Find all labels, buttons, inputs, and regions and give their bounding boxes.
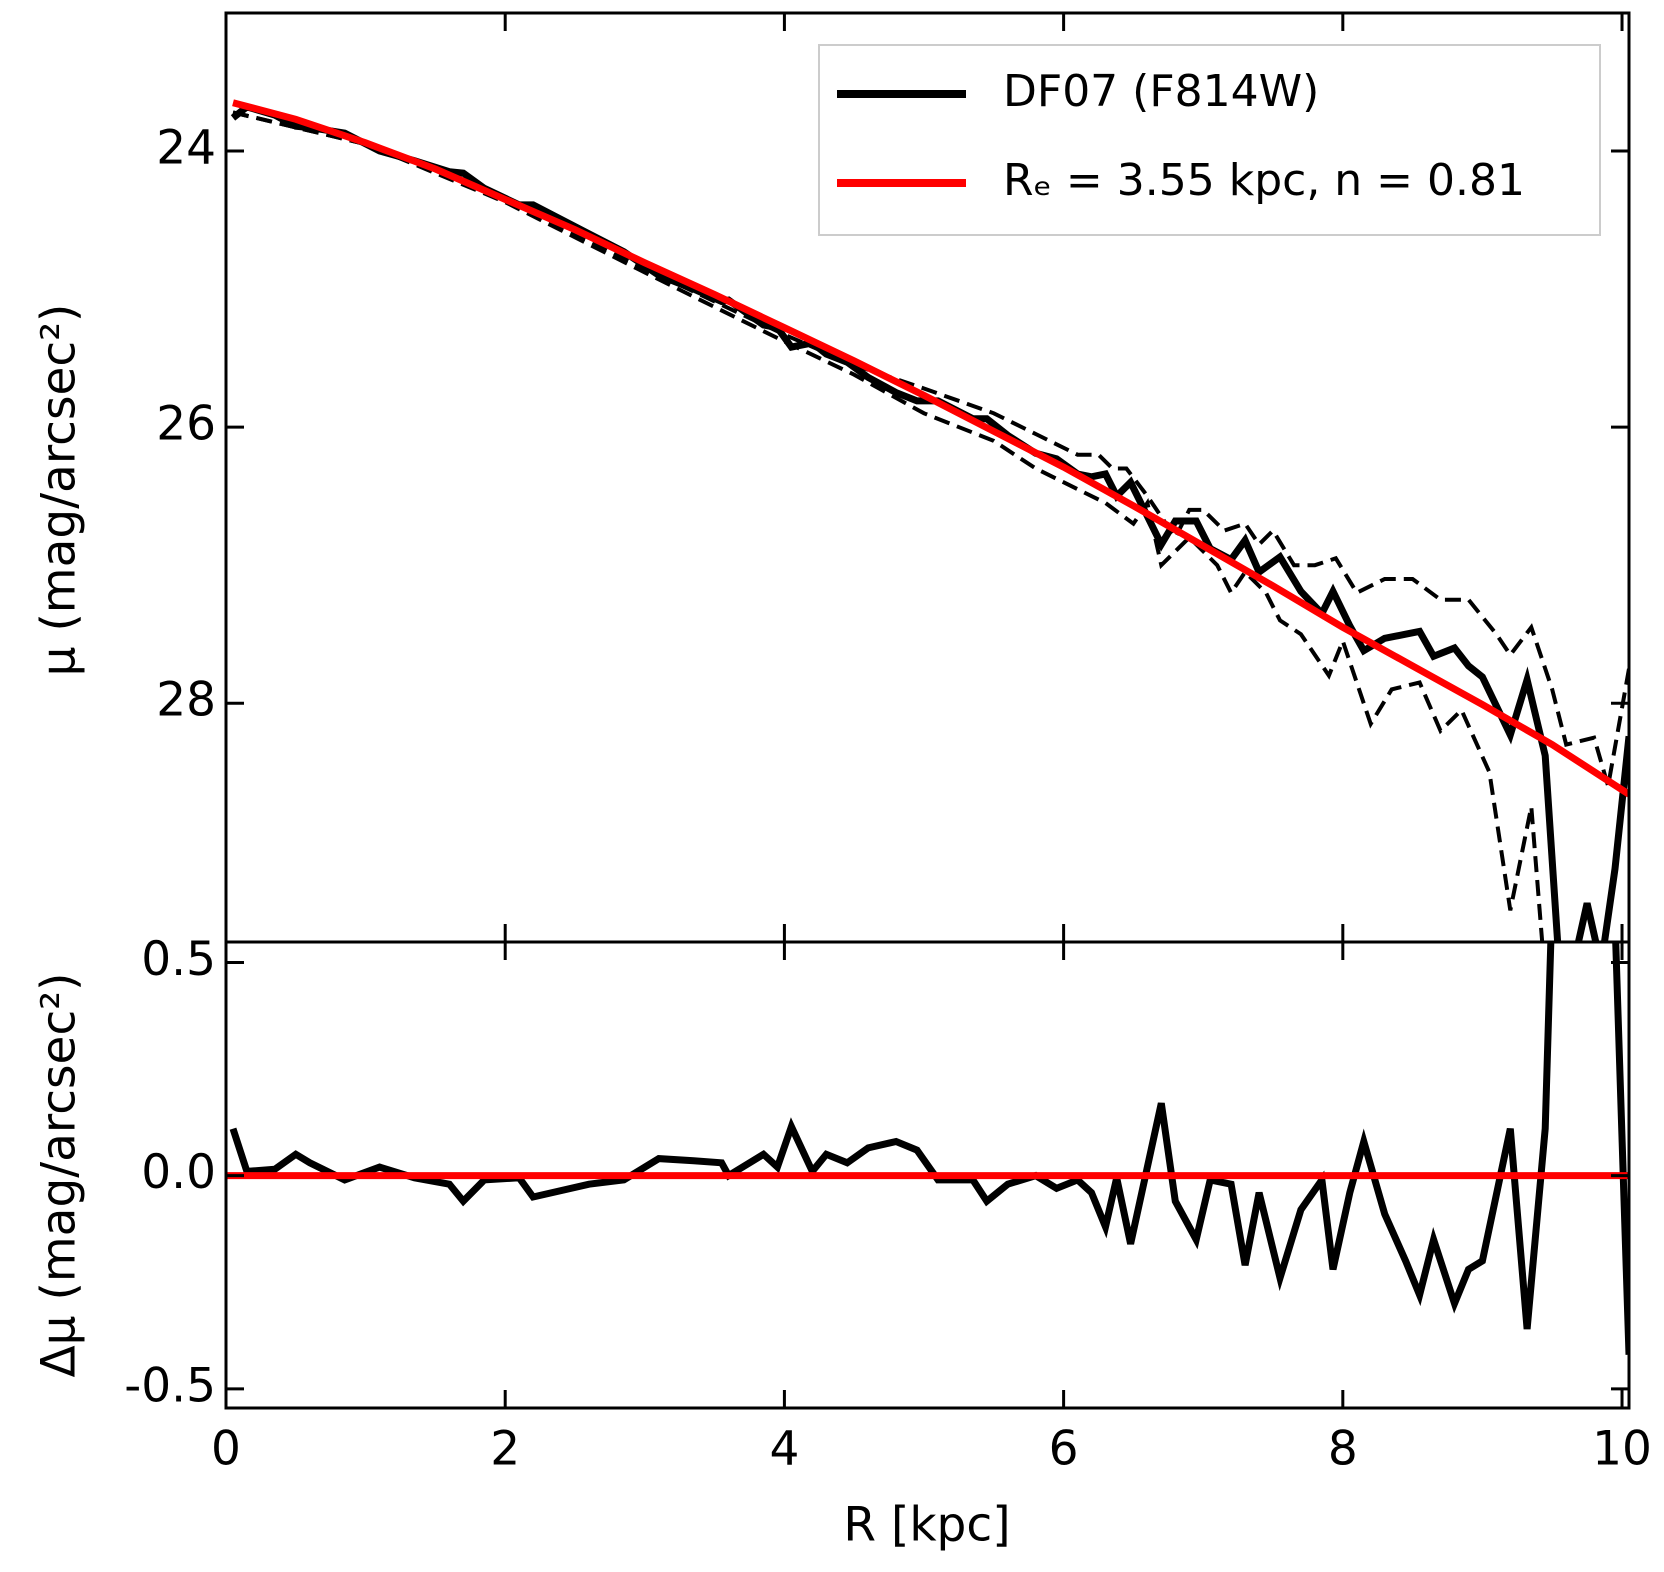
y-axis-label: μ (mag/arcsec²) — [32, 304, 87, 677]
series-line — [232, 99, 1629, 798]
y-tick-label: 0.5 — [141, 932, 216, 987]
top-plot-area — [230, 99, 1629, 942]
x-tick-label: 0 — [211, 1422, 241, 1477]
bottom-plot-area — [226, 942, 1629, 1355]
x-tick-label: 4 — [769, 1422, 799, 1477]
x-tick-label: 10 — [1592, 1422, 1652, 1477]
legend-label: Rₑ = 3.55 kpc, n = 0.81 — [1003, 155, 1525, 206]
x-tick-label: 8 — [1328, 1422, 1358, 1477]
series-line — [229, 942, 1629, 1355]
y-tick-label: 24 — [156, 121, 216, 176]
x-tick-label: 6 — [1049, 1422, 1079, 1477]
y-tick-label: 0.0 — [141, 1145, 216, 1200]
x-axis-label: R [kpc] — [843, 1498, 1010, 1553]
y-tick-label: 28 — [156, 673, 216, 728]
legend-label: DF07 (F814W) — [1003, 66, 1319, 117]
dashed-line — [232, 110, 1545, 942]
x-tick-label: 2 — [490, 1422, 520, 1477]
dashed-line — [232, 110, 1629, 787]
legend-box — [818, 44, 1601, 236]
y-tick-label: -0.5 — [124, 1358, 216, 1413]
y-axis-label: Δμ (mag/arcsec²) — [32, 973, 87, 1378]
y-tick-label: 26 — [156, 397, 216, 452]
